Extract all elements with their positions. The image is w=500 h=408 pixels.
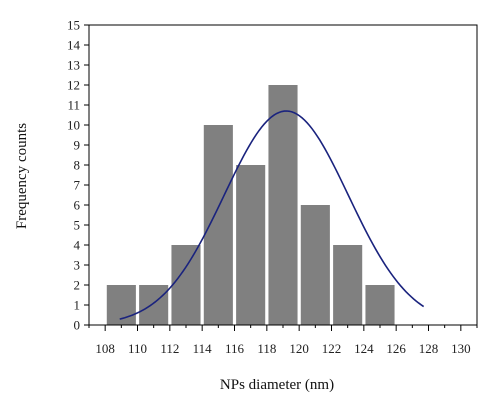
x-axis-title: NPs diameter (nm) — [220, 377, 334, 393]
y-tick-label-6: 6 — [74, 198, 81, 213]
y-tick-label-1: 1 — [74, 298, 81, 313]
bar-119 — [268, 85, 298, 325]
x-tick-label-122: 122 — [322, 341, 342, 356]
y-tick-label-9: 9 — [74, 138, 81, 153]
bar-121 — [300, 205, 330, 325]
y-tick-label-4: 4 — [74, 238, 81, 253]
x-axis: 108 110 112 114 116 118 120 122 124 126 128 130 — [88, 325, 478, 356]
bar-115 — [203, 125, 233, 325]
y-tick-label-10: 10 — [67, 118, 80, 133]
bar-117 — [236, 165, 266, 325]
y-tick-label-14: 14 — [67, 38, 81, 53]
y-tick-label-0: 0 — [74, 318, 81, 333]
bar-111 — [139, 285, 169, 325]
x-tick-label-108: 108 — [95, 341, 115, 356]
x-tick-label-128: 128 — [419, 341, 439, 356]
bar-123 — [333, 245, 363, 325]
y-tick-label-8: 8 — [74, 158, 81, 173]
x-tick-label-120: 120 — [289, 341, 309, 356]
x-tick-label-110: 110 — [128, 341, 147, 356]
bar-125 — [365, 285, 395, 325]
x-tick-label-130: 130 — [451, 341, 471, 356]
y-tick-label-15: 15 — [67, 18, 80, 33]
x-tick-label-118: 118 — [257, 341, 276, 356]
y-tick-label-11: 11 — [67, 98, 80, 113]
y-tick-label-3: 3 — [74, 258, 81, 273]
y-tick-label-7: 7 — [74, 178, 81, 193]
gaussian-fit-curve — [119, 110, 425, 320]
x-tick-label-116: 116 — [225, 341, 245, 356]
x-tick-label-114: 114 — [193, 341, 213, 356]
y-tick-label-13: 13 — [67, 58, 80, 73]
y-tick-label-2: 2 — [74, 278, 81, 293]
x-tick-label-112: 112 — [160, 341, 179, 356]
y-tick-label-12: 12 — [67, 78, 80, 93]
x-tick-label-126: 126 — [386, 341, 406, 356]
x-tick-label-124: 124 — [354, 341, 374, 356]
y-axis-title: Frequency counts — [14, 123, 30, 229]
bars-group — [106, 85, 395, 325]
bar-113 — [171, 245, 201, 325]
y-tick-label-5: 5 — [74, 218, 81, 233]
